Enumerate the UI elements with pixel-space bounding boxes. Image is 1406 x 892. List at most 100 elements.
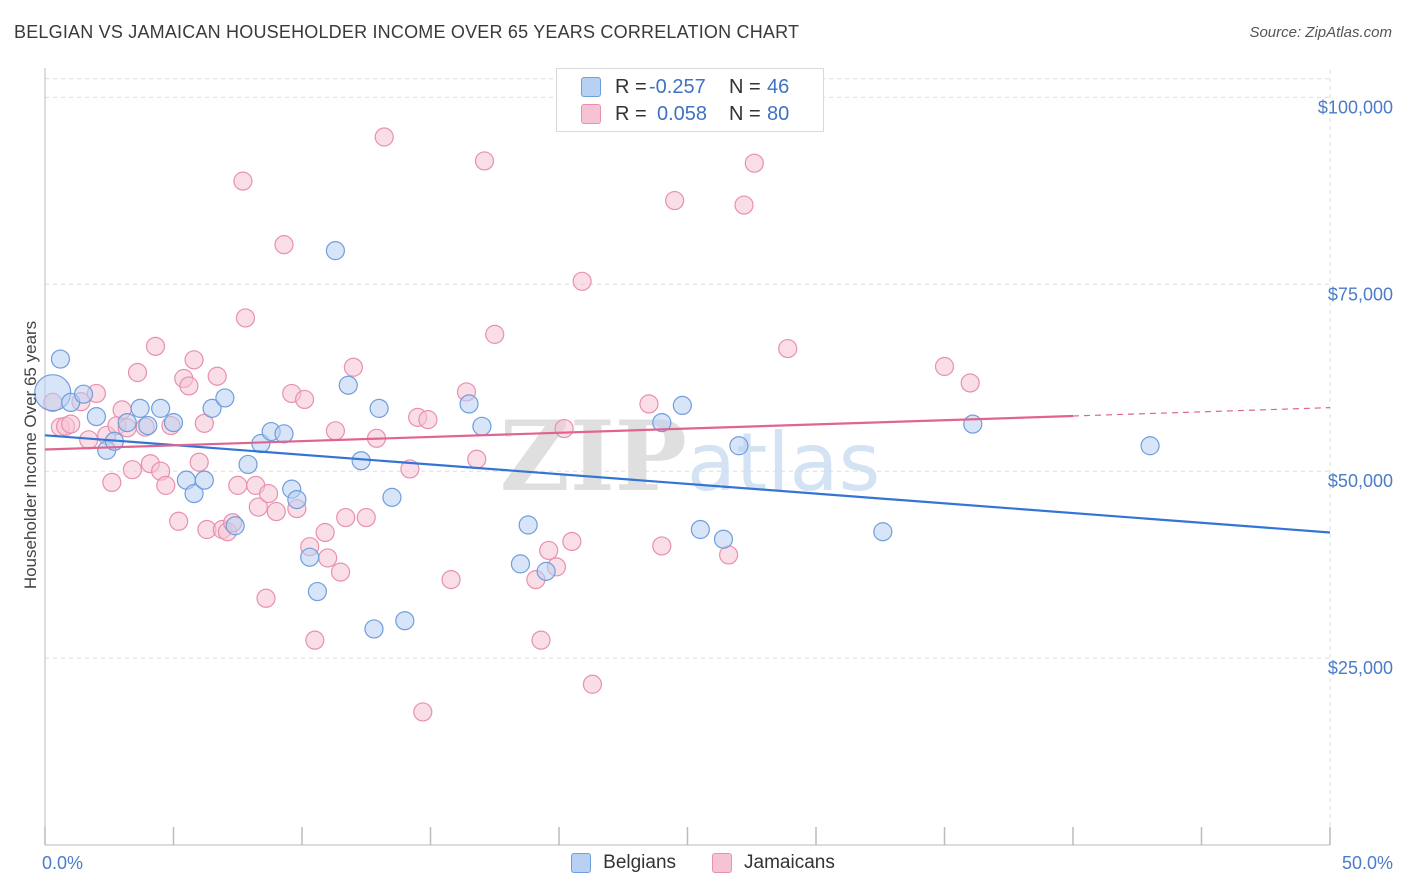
legend-row-jamaicans: R = 0.058 N = 80 [581, 101, 789, 127]
jamaican-point [778, 338, 798, 359]
belgian-point [151, 398, 171, 418]
belgian-point [238, 454, 258, 475]
jamaican-point [572, 271, 592, 291]
belgian-point [472, 416, 492, 436]
jamaican-point [400, 459, 420, 479]
jamaican-point [441, 569, 461, 590]
jamaican-point [474, 151, 495, 171]
jamaican-point [305, 630, 325, 650]
jamaican-point [127, 362, 148, 383]
jamaican-point [274, 235, 294, 255]
belgian-point [325, 241, 346, 261]
jamaican-point [258, 484, 279, 504]
y-tick-label: $50,000 [1328, 471, 1393, 491]
belgian-point [729, 436, 749, 456]
jamaican-point [248, 497, 268, 517]
y-tick-label: $75,000 [1328, 284, 1393, 304]
jamaican-point [156, 475, 176, 495]
jamaican-point [652, 536, 672, 556]
jamaicans-r-value: 0.058 [657, 102, 708, 125]
jamaican-point [189, 452, 209, 472]
jamaican-point [325, 421, 346, 441]
jamaican-point [531, 630, 551, 650]
belgians-legend-swatch [571, 853, 592, 873]
axis-layer [44, 68, 1331, 846]
jamaican-point [539, 540, 559, 561]
jamaican-point [330, 562, 351, 582]
stats-legend: R = -0.257 N = 46 R = 0.058 N = 80 [556, 68, 824, 132]
jamaicans-trend-line [44, 414, 1074, 451]
belgian-point [510, 554, 531, 574]
belgian-point [459, 394, 479, 414]
jamaican-point [228, 475, 248, 495]
belgians-r-label: R = [615, 75, 647, 98]
x-tick-label: 0.0% [42, 853, 83, 873]
belgian-point [287, 490, 307, 510]
jamaican-point [356, 507, 376, 528]
jamaican-point [122, 460, 142, 480]
belgian-point [86, 407, 107, 427]
belgian-point [130, 398, 150, 418]
jamaican-point [374, 127, 394, 147]
jamaican-point [256, 588, 276, 608]
jamaican-point [639, 394, 659, 414]
jamaican-point [413, 702, 433, 722]
jamaican-point [934, 356, 955, 377]
legend-item-jamaicans[interactable]: Jamaicans [712, 852, 835, 874]
jamaican-point [233, 171, 253, 191]
belgian-point [364, 619, 384, 639]
watermark-atlas: atlas [687, 416, 880, 509]
jamaican-point [169, 511, 189, 531]
belgian-point [163, 412, 184, 433]
belgian-point [382, 487, 402, 507]
belgians-n-label: N = [729, 75, 761, 98]
belgians-legend-label: Belgians [603, 852, 677, 873]
chart-title: BELGIAN VS JAMAICAN HOUSEHOLDER INCOME O… [14, 22, 800, 42]
jamaican-point [145, 336, 166, 356]
belgians-swatch [581, 77, 601, 97]
jamaican-point [266, 501, 286, 522]
legend-row-belgians: R = -0.257 N = 46 [581, 74, 789, 100]
belgians-trend-line [44, 434, 1331, 534]
axis-labels: $25,000 $50,000 $75,000 $100,000 0.0% 50.0% Ho… [21, 97, 1393, 873]
belgian-point [672, 395, 692, 415]
belgian-point [690, 519, 710, 540]
belgian-point [274, 424, 294, 444]
jamaican-point [582, 674, 603, 694]
jamaicans-trend-extension [1072, 407, 1331, 417]
jamaican-point [235, 308, 256, 328]
jamaican-point [562, 531, 582, 552]
belgian-point [73, 384, 94, 404]
legend-item-belgians[interactable]: Belgians [571, 852, 676, 874]
belgian-point [307, 581, 328, 602]
belgian-point [873, 522, 893, 542]
jamaican-point [102, 472, 122, 493]
jamaicans-r-label: R = [615, 102, 647, 125]
jamaicans-legend-label: Jamaicans [744, 852, 835, 873]
jamaican-point [207, 366, 227, 386]
jamaicans-n-value: 80 [767, 102, 790, 125]
jamaican-point [734, 195, 754, 215]
jamaican-point [485, 324, 505, 344]
series-legend: Belgians Jamaicans [0, 852, 1406, 874]
belgians-n-value: 46 [767, 75, 790, 98]
belgian-point [138, 415, 158, 436]
belgian-point [50, 349, 71, 369]
jamaican-point [194, 413, 214, 433]
jamaican-point [343, 357, 363, 377]
belgian-point [225, 516, 245, 536]
x-tick-label: 50.0% [1342, 853, 1393, 873]
belgian-point [369, 398, 389, 418]
jamaican-point [960, 373, 980, 393]
source-label: Source: ZipAtlas.com [1249, 24, 1392, 41]
jamaican-point [467, 449, 487, 469]
y-tick-label: $25,000 [1328, 658, 1393, 678]
jamaican-point [294, 389, 315, 410]
jamaican-point [61, 414, 81, 434]
jamaican-point [418, 410, 438, 430]
belgian-point [215, 388, 235, 408]
jamaican-point [318, 548, 338, 568]
jamaican-point [336, 507, 356, 528]
trend-lines [44, 407, 1331, 534]
